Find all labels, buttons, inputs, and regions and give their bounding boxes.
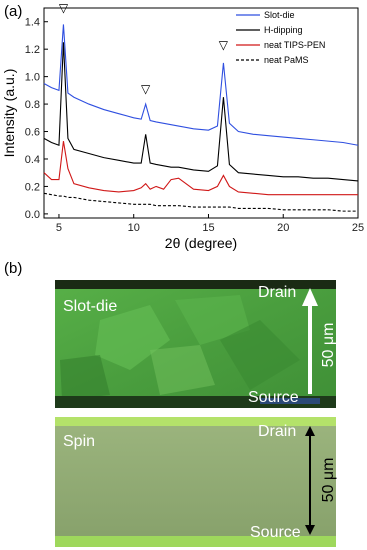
x-tick-label: 5 — [56, 222, 62, 234]
peak-marker: ▽ — [59, 1, 69, 15]
series-line — [43, 192, 358, 212]
electrode-label: Drain — [258, 423, 296, 440]
x-tick-label: 15 — [202, 222, 214, 234]
series-line — [43, 141, 358, 196]
y-tick-label: 0.8 — [25, 99, 40, 111]
electrode-label: Source — [248, 389, 299, 406]
x-tick-label: 20 — [277, 222, 289, 234]
x-axis-title: 2θ (degree) — [165, 235, 237, 251]
panel-label: (b) — [4, 260, 22, 277]
peak-marker: ▽ — [141, 82, 151, 96]
scale-label: 50 μm — [320, 458, 337, 503]
electrode-label: Source — [250, 524, 301, 541]
legend-label: neat PaMS — [264, 55, 309, 65]
electrode-label: Drain — [258, 284, 296, 301]
legend-label: Slot-die — [264, 10, 295, 20]
y-tick-label: 0.0 — [25, 209, 40, 221]
legend-label: H-dipping — [264, 25, 303, 35]
series-line — [43, 24, 359, 146]
y-tick-label: 1.0 — [25, 72, 40, 84]
panel-label: (a) — [4, 3, 22, 20]
y-axis-title: Intensity (a.u.) — [1, 69, 17, 158]
peak-marker: ▽ — [219, 38, 229, 52]
y-tick-label: 0.6 — [25, 127, 40, 139]
image-label: Slot-die — [63, 298, 117, 315]
legend-label: neat TIPS-PEN — [264, 40, 325, 50]
image-label: Spin — [63, 433, 95, 450]
y-tick-label: 1.2 — [25, 44, 40, 56]
micrograph-slot-die — [55, 280, 336, 408]
series-line — [43, 42, 359, 182]
y-tick-label: 1.4 — [25, 17, 40, 29]
x-tick-label: 25 — [352, 222, 364, 234]
y-tick-label: 0.4 — [25, 154, 40, 166]
x-tick-label: 10 — [128, 222, 140, 234]
plot-frame — [43, 7, 359, 219]
y-tick-label: 0.2 — [25, 181, 40, 193]
scale-label: 50 μm — [320, 323, 337, 368]
micrograph-spin — [55, 417, 336, 547]
